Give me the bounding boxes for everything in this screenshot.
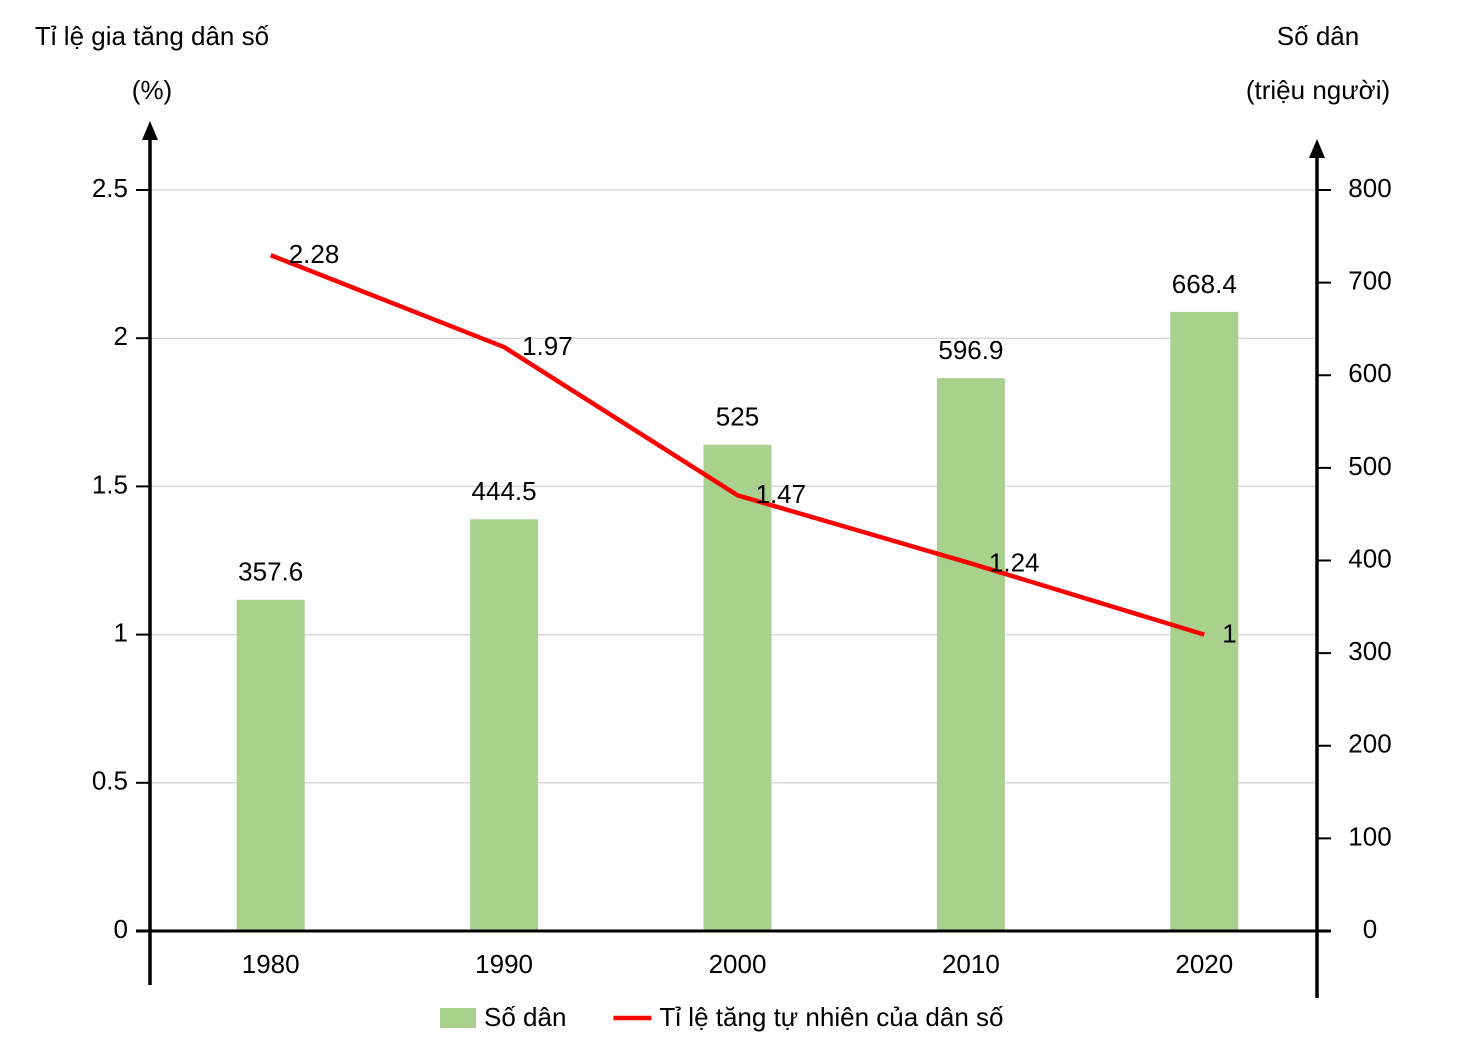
data-label: 596.9 [938,335,1003,365]
x-tick-label: 1980 [242,949,300,979]
legend-label: Tỉ lệ tăng tự nhiên của dân số [659,1002,1003,1032]
y2-tick-label: 300 [1348,636,1391,666]
data-label: 444.5 [472,476,537,506]
data-label: 1.97 [522,331,573,361]
axis-arrow [142,121,158,140]
y-tick-label: 0.5 [92,766,128,796]
legend-label: Số dân [484,1002,566,1032]
y-axis-title: (%) [132,75,172,105]
y2-tick-label: 600 [1348,358,1391,388]
y-tick-label: 2.5 [92,173,128,203]
y2-tick-label: 700 [1348,266,1391,296]
y2-tick-label: 200 [1348,729,1391,759]
y-axis-title: Tỉ lệ gia tăng dân số [35,21,269,51]
y2-tick-label: 500 [1348,451,1391,481]
y2-tick-label: 100 [1348,821,1391,851]
bar [1170,311,1239,931]
y-tick-label: 1.5 [92,469,128,499]
y-tick-label: 0 [114,914,128,944]
y2-tick-label: 400 [1348,543,1391,573]
bar [470,519,539,931]
bar [703,444,772,931]
y-tick-label: 2 [114,321,128,351]
data-label: 1.24 [989,547,1040,577]
data-label: 1 [1222,618,1236,648]
line [269,253,1205,637]
x-tick-label: 2020 [1175,949,1233,979]
y2-tick-label: 800 [1348,173,1391,203]
x-tick-label: 1990 [475,949,533,979]
data-label: 2.28 [289,239,340,269]
y2-tick-label: 0 [1363,914,1377,944]
bar [936,378,1005,932]
legend-swatch [440,1008,476,1028]
axis-arrow [1309,139,1325,158]
y2-axis-title: Số dân [1277,21,1359,51]
data-label: 1.47 [756,479,807,509]
data-label: 357.6 [238,557,303,587]
x-tick-label: 2000 [709,949,767,979]
bar [236,599,305,931]
data-label: 525 [716,402,759,432]
data-label: 668.4 [1172,269,1237,299]
x-tick-label: 2010 [942,949,1000,979]
y2-axis-title: (triệu người) [1246,75,1390,105]
y-tick-label: 1 [114,617,128,647]
